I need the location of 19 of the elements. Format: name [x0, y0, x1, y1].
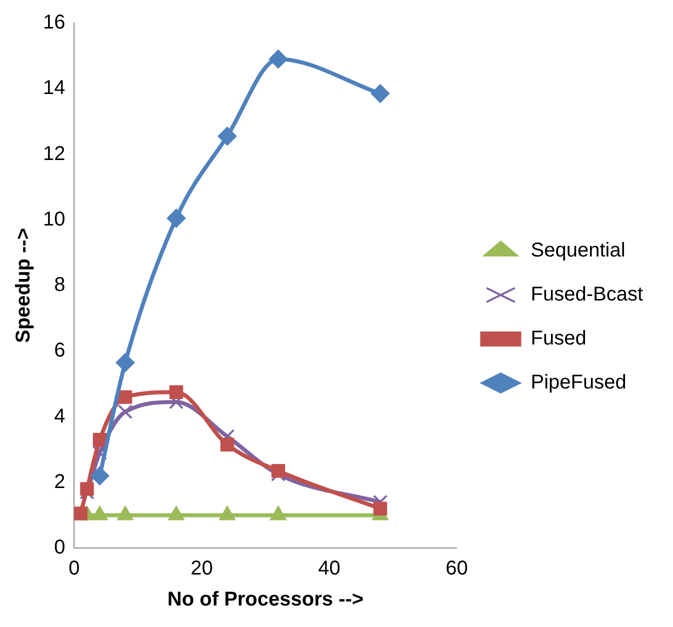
y-tick-label: 0	[54, 536, 66, 559]
y-tick-label: 12	[42, 142, 66, 165]
y-tick-label: 16	[42, 12, 66, 34]
x-tick-label: 60	[446, 558, 468, 580]
y-tick-label: 6	[54, 340, 66, 362]
y-tick-label: 8	[54, 274, 66, 296]
x-tick-label: 40	[318, 558, 340, 580]
y-tick-label: 14	[42, 77, 66, 100]
y-tick-label: 4	[54, 405, 66, 428]
legend-label: PipeFused	[530, 372, 626, 394]
legend-label: Sequential	[530, 240, 626, 262]
x-axis-title: No of Processors -->	[167, 588, 364, 611]
legend-label: Fused-Bcast	[530, 284, 644, 306]
x-tick-label: 0	[68, 558, 80, 580]
y-tick-label: 2	[54, 470, 66, 493]
y-tick-label: 10	[42, 208, 66, 230]
x-tick-label: 20	[190, 558, 213, 580]
y-axis-title: Speedup -->	[12, 228, 35, 344]
legend-label: Fused	[530, 328, 586, 350]
